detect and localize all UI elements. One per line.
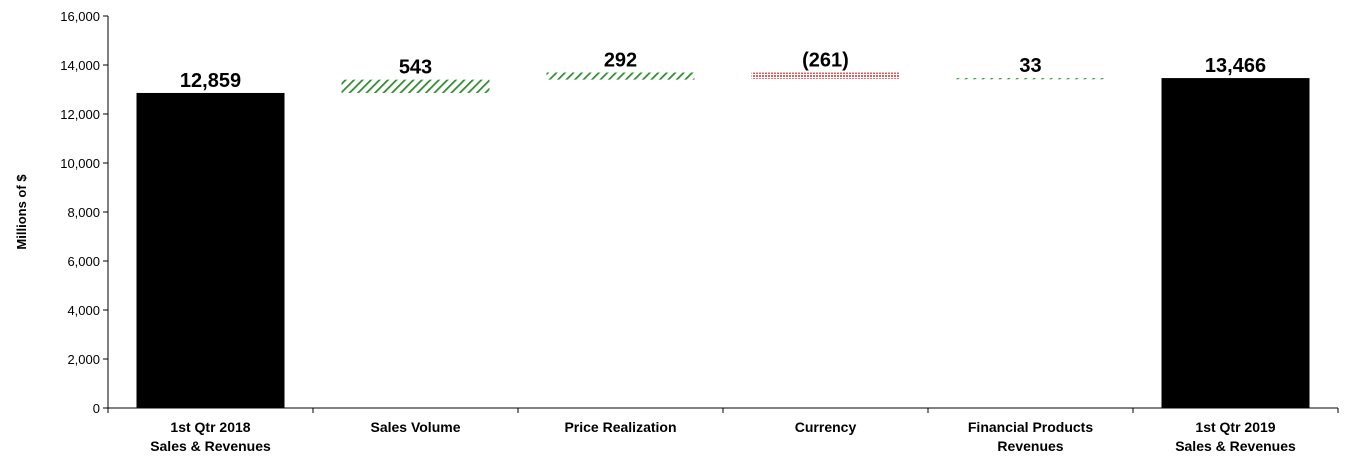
x-category-label: Currency <box>795 419 857 435</box>
y-tick-label: 12,000 <box>60 107 100 122</box>
waterfall-bar-increase <box>956 78 1105 80</box>
bar-data-label: 13,466 <box>1205 55 1266 77</box>
bar-data-label: (261) <box>802 49 849 71</box>
x-axis: 1st Qtr 2018 Sales & Revenues Sales Volume… <box>107 407 1339 454</box>
y-tick-label: 16,000 <box>60 9 100 24</box>
y-tick-label: 10,000 <box>60 156 100 171</box>
bars <box>136 72 1310 408</box>
x-category-label: Sales Volume <box>370 419 460 435</box>
bar-data-label: 12,859 <box>180 70 241 92</box>
waterfall-bar-increase <box>546 72 695 80</box>
y-tick-label: 6,000 <box>67 254 100 269</box>
waterfall-bar-total <box>136 92 285 408</box>
y-tick-label: 0 <box>93 401 100 416</box>
y-tick-label: 14,000 <box>60 58 100 73</box>
bar-data-label: 33 <box>1019 55 1041 77</box>
y-tick-label: 2,000 <box>67 352 100 367</box>
x-category-label: Price Realization <box>564 419 676 435</box>
waterfall-bar-total <box>1161 78 1310 408</box>
data-labels: 12,859 543 292 (261) 33 13,466 <box>180 49 1266 91</box>
y-axis: 0 2,000 4,000 6,000 8,000 10,000 12,000 14,000 1… <box>60 9 109 416</box>
waterfall-bar-increase <box>341 79 490 93</box>
x-category-label: 1st Qtr 2018 Sales & Revenues <box>150 419 271 454</box>
bar-data-label: 543 <box>399 57 432 79</box>
y-tick-label: 8,000 <box>67 205 100 220</box>
x-category-label: Financial Products Revenues <box>968 419 1093 454</box>
waterfall-bar-decrease <box>751 72 900 79</box>
y-tick-label: 4,000 <box>67 303 100 318</box>
y-axis-title: Millions of $ <box>14 174 29 250</box>
bar-data-label: 292 <box>604 49 637 71</box>
x-category-label: 1st Qtr 2019 Sales & Revenues <box>1175 419 1296 454</box>
